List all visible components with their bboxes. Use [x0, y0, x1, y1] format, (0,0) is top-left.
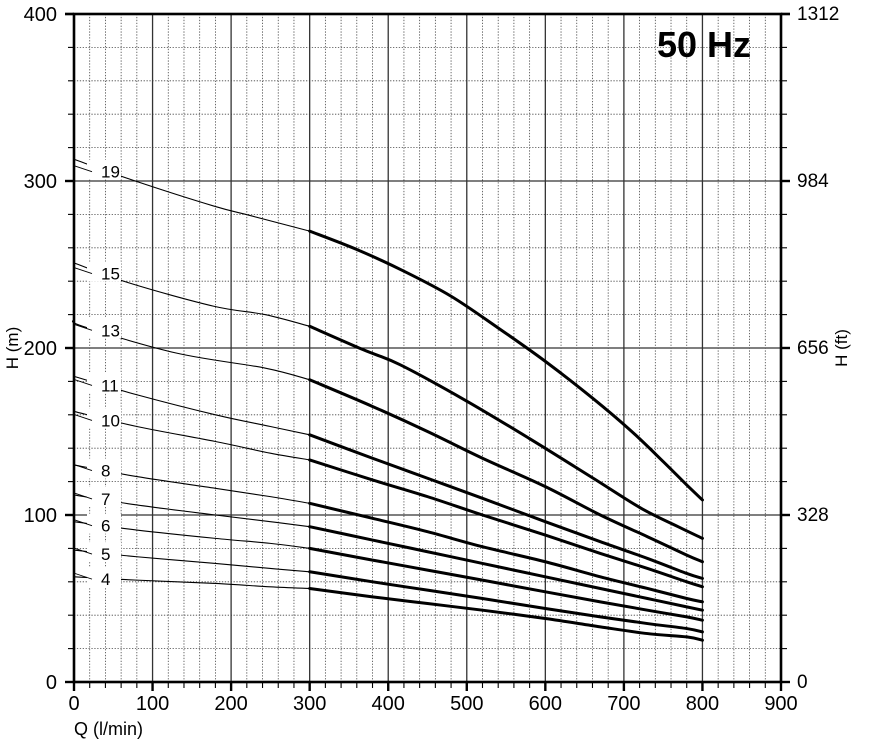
svg-text:500: 500	[450, 693, 483, 715]
svg-text:300: 300	[293, 693, 326, 715]
svg-text:200: 200	[214, 693, 247, 715]
svg-text:11: 11	[101, 376, 119, 395]
svg-text:19: 19	[101, 163, 120, 182]
svg-text:7: 7	[101, 490, 110, 509]
svg-text:15: 15	[101, 265, 120, 284]
svg-text:656: 656	[797, 338, 829, 359]
svg-text:600: 600	[529, 693, 562, 715]
svg-text:0: 0	[68, 693, 79, 715]
svg-text:4: 4	[101, 570, 110, 589]
svg-text:13: 13	[101, 321, 120, 340]
svg-text:H (m): H (m)	[3, 327, 22, 369]
svg-text:200: 200	[24, 338, 57, 360]
svg-text:400: 400	[372, 693, 405, 715]
svg-text:100: 100	[136, 693, 169, 715]
svg-text:Q (l/min): Q (l/min)	[74, 719, 143, 739]
svg-text:300: 300	[24, 171, 57, 193]
svg-text:50 Hz: 50 Hz	[657, 24, 751, 65]
svg-text:8: 8	[101, 462, 110, 481]
svg-text:328: 328	[797, 505, 829, 526]
svg-text:800: 800	[686, 693, 719, 715]
svg-text:0: 0	[797, 672, 808, 693]
svg-text:700: 700	[607, 693, 640, 715]
svg-text:984: 984	[797, 171, 829, 192]
svg-text:5: 5	[101, 545, 110, 564]
svg-text:900: 900	[764, 693, 797, 715]
svg-text:1312: 1312	[797, 4, 839, 25]
svg-text:H (ft): H (ft)	[832, 329, 851, 367]
svg-text:400: 400	[24, 4, 57, 26]
svg-text:0: 0	[46, 672, 57, 694]
svg-text:100: 100	[24, 505, 57, 527]
svg-text:10: 10	[101, 411, 120, 430]
svg-text:6: 6	[101, 517, 110, 536]
